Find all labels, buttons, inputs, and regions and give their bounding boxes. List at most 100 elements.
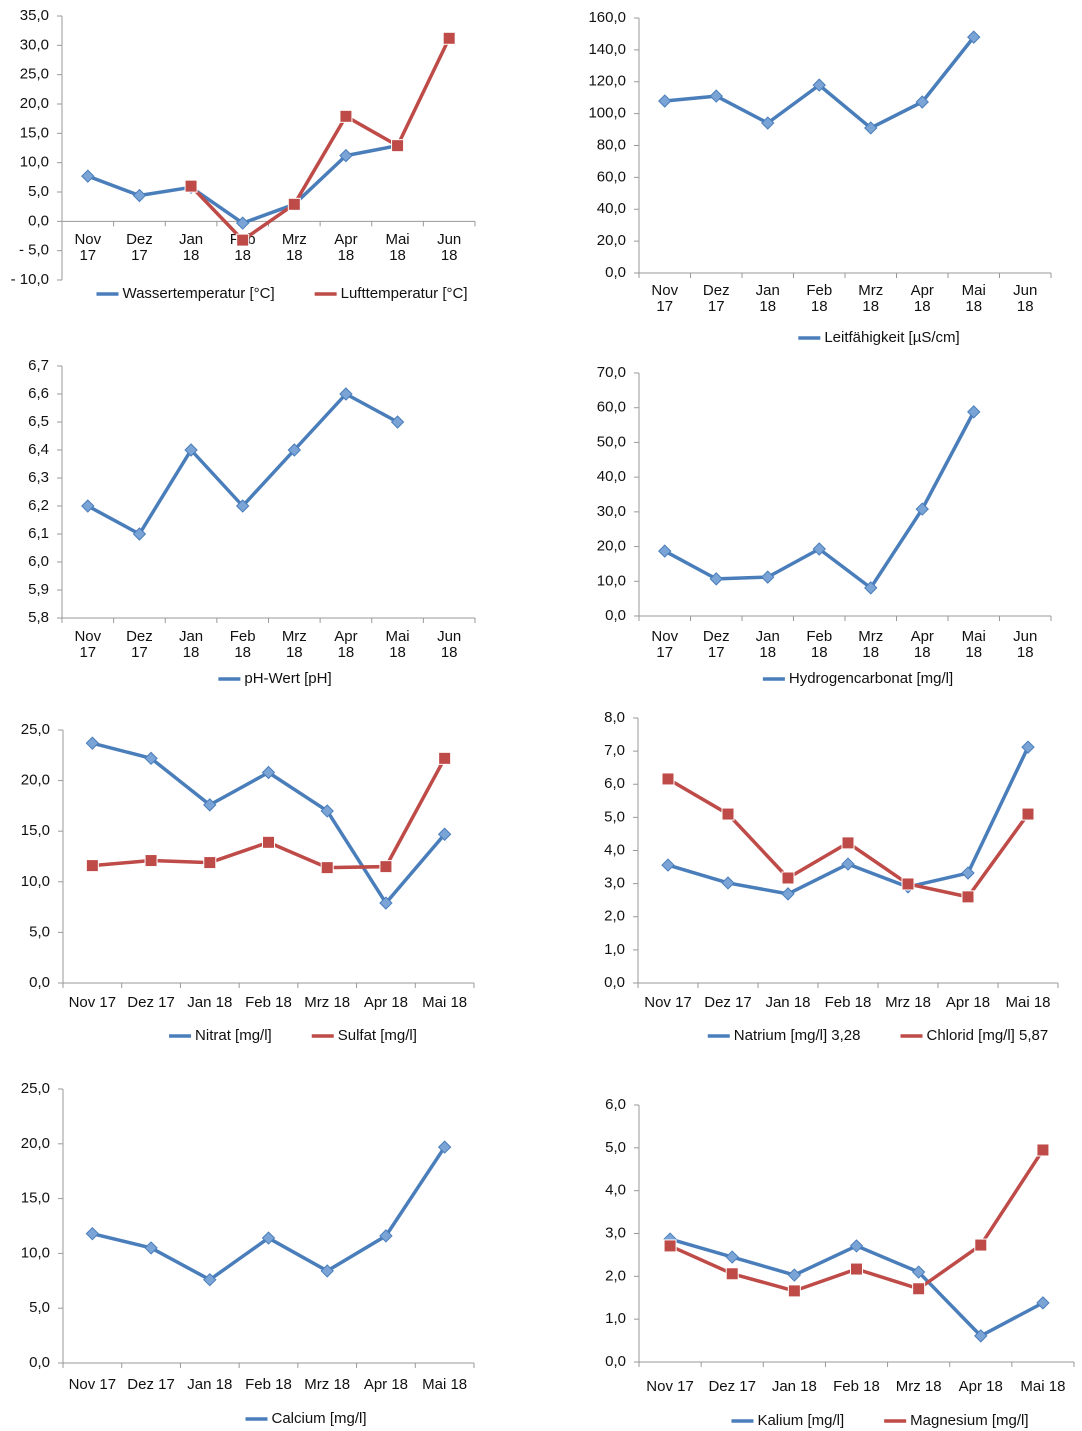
y-tick-label: 15,0 [21,822,50,839]
marker [658,94,672,108]
y-tick-label: 3,0 [605,1224,626,1241]
x-tick-label: Dez 17 [704,994,752,1011]
marker [437,827,452,841]
x-tick-label: Nov 17 [69,1376,117,1393]
y-tick-label: 7,0 [604,742,625,759]
legend-label: Nitrat [mg/l] [195,1027,272,1044]
marker [849,1239,864,1253]
marker [709,572,723,586]
y-tick-label: 0,0 [604,974,625,991]
y-tick-label: 10,0 [21,1244,50,1261]
legend-label: Sulfat [mg/l] [338,1027,417,1044]
marker [974,1329,988,1343]
y-tick-label: 15,0 [20,124,49,141]
x-tick-label: Apr 18 [911,282,934,315]
y-tick-label: 6,0 [605,1096,626,1113]
marker [841,836,855,850]
x-tick-label: Mrz 18 [858,282,883,315]
y-tick-label: 4,0 [605,1182,626,1199]
x-tick-label: Mai 18 [385,231,409,264]
marker [661,772,675,786]
marker [235,499,250,513]
marker [841,857,855,871]
x-tick-label: Jan 18 [179,231,203,264]
marker [787,1284,801,1298]
marker [961,890,975,904]
x-tick-label: Dez 17 [703,628,730,661]
x-tick-label: Apr 18 [334,231,357,264]
marker [320,861,334,875]
y-tick-label: 60,0 [597,168,626,185]
y-tick-label: 5,0 [29,1299,50,1316]
marker [912,1282,926,1296]
y-tick-label: 35,0 [20,7,49,24]
marker [339,109,353,123]
marker [850,1262,863,1276]
y-tick-label: 6,0 [604,775,625,792]
y-tick-label: 60,0 [597,399,626,416]
y-tick-label: 3,0 [604,875,625,892]
marker [781,887,795,901]
marker [901,877,915,891]
x-tick-label: Jan 18 [756,628,780,661]
marker [961,866,975,880]
legend-label: Calcium [mg/l] [271,1410,366,1427]
legend-label: Natrium [mg/l] 3,28 [734,1027,861,1044]
series-line [87,143,398,225]
y-tick-label: 30,0 [20,36,49,53]
y-tick-label: 160,0 [588,9,626,26]
marker [81,169,95,183]
x-tick-label: Mai 18 [962,628,986,661]
y-tick-label: 5,9 [28,581,49,598]
marker [787,1268,802,1282]
marker [339,148,353,163]
x-tick-label: Jan 18 [772,1378,817,1395]
marker [1021,740,1035,754]
marker [761,116,775,130]
legend: Natrium [mg/l] 3,28 Chlorid [mg/l] 5,87 [707,1027,1048,1044]
marker [437,1140,452,1154]
x-tick-label: Mai 18 [422,994,467,1011]
marker [663,1239,677,1253]
y-tick-label: 20,0 [597,232,626,249]
y-tick-label: 4,0 [604,841,625,858]
y-tick-label: 6,2 [28,497,49,514]
marker [864,121,878,135]
marker [391,139,405,153]
x-tick-label: Mai 18 [422,1376,467,1393]
legend-label: Chlorid [mg/l] 5,87 [926,1027,1048,1044]
marker [320,804,334,818]
series-line [91,1146,447,1282]
marker [709,89,723,103]
x-tick-label: Mai 18 [1005,994,1050,1011]
y-tick-label: 10,0 [21,873,50,890]
y-tick-label: 10,0 [20,154,49,171]
marker [261,765,276,780]
x-tick-label: Mrz 18 [885,994,931,1011]
y-tick-label: 6,5 [28,413,49,430]
marker [144,854,158,868]
x-tick-label: Jan 18 [187,994,232,1011]
marker [864,581,878,595]
legend: Nitrat [mg/l] Sulfat [mg/l] [169,1027,417,1044]
y-tick-label: 80,0 [597,136,626,153]
x-tick-label: Jan 18 [756,282,780,315]
marker [132,188,147,203]
series-line [189,37,451,242]
x-tick-label: Apr 18 [946,994,990,1011]
x-tick-label: Mrz 18 [858,628,883,661]
x-tick-label: Dez 17 [703,282,730,315]
x-tick-label: Mai 18 [1020,1378,1065,1395]
legend: Wassertemperatur [°C] Lufttemperatur [°C] [96,285,468,302]
x-tick-label: Jan 18 [187,1376,232,1393]
y-tick-label: 5,0 [28,183,49,200]
x-tick-label: Mrz 18 [304,1376,350,1393]
x-tick-label: Mai 18 [962,282,986,315]
y-tick-label: 2,0 [605,1267,626,1284]
marker [85,1226,100,1241]
marker [203,1272,217,1287]
marker [132,527,147,541]
y-tick-label: 70,0 [597,364,626,381]
